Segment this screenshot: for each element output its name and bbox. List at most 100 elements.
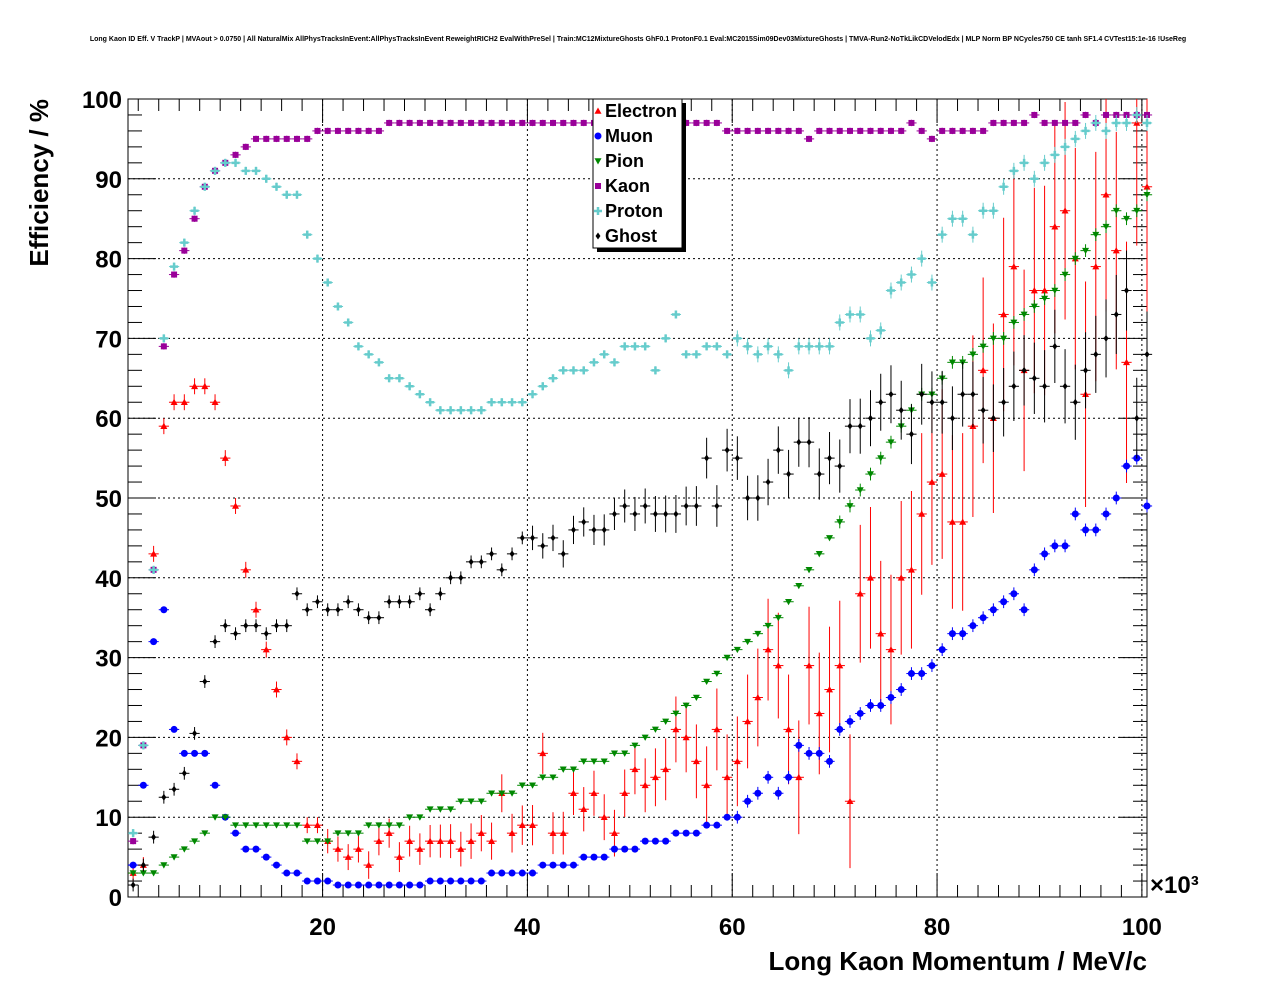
data-point [1051, 542, 1059, 550]
data-point [426, 398, 435, 407]
data-point [407, 598, 413, 606]
data-point [765, 127, 772, 134]
data-point [764, 773, 772, 781]
data-point [733, 757, 741, 765]
data-point [539, 119, 546, 126]
data-point [191, 838, 199, 845]
data-point [1122, 118, 1131, 127]
data-point [139, 781, 147, 789]
data-point [907, 270, 916, 279]
data-point [509, 550, 515, 558]
data-point [211, 166, 220, 175]
data-point [1123, 462, 1131, 470]
data-point [273, 135, 280, 142]
data-point [1134, 414, 1140, 422]
legend-marker-pion [594, 158, 602, 165]
data-point [887, 127, 894, 134]
data-point [437, 590, 443, 598]
data-point [744, 638, 752, 646]
data-point [846, 717, 854, 725]
data-point [949, 414, 955, 422]
data-point [365, 822, 373, 829]
data-point [1071, 255, 1079, 263]
data-point [764, 646, 772, 653]
data-point [887, 439, 895, 446]
data-point [1041, 550, 1049, 558]
data-point [734, 454, 740, 462]
data-point [857, 127, 864, 134]
data-point [354, 881, 362, 889]
data-point [907, 566, 915, 573]
data-point [1030, 287, 1038, 294]
data-point [600, 350, 609, 359]
data-point [518, 869, 526, 877]
data-point [856, 709, 864, 717]
data-point [764, 342, 773, 351]
data-point [805, 662, 813, 669]
data-point [283, 869, 291, 877]
data-point [867, 127, 874, 134]
data-point [549, 829, 557, 836]
y-tick-label: 60 [95, 406, 122, 433]
data-point [774, 614, 782, 622]
data-point [272, 182, 281, 191]
data-point [979, 614, 987, 622]
data-point [549, 861, 557, 869]
data-point [960, 390, 966, 398]
series-ghost [128, 250, 1153, 892]
legend-label-pion: Pion [605, 151, 644, 171]
data-point [468, 558, 474, 566]
data-point [918, 510, 926, 517]
data-point [180, 749, 188, 757]
data-point [334, 845, 342, 852]
data-point [170, 398, 178, 406]
data-point [631, 765, 639, 773]
data-point [242, 845, 250, 853]
y-tick-label: 40 [95, 566, 122, 593]
data-point [416, 814, 424, 821]
data-point [529, 119, 536, 126]
data-point [1144, 350, 1150, 358]
data-point [641, 734, 649, 741]
data-point [897, 574, 905, 581]
data-point [642, 502, 648, 510]
data-point [1061, 142, 1070, 151]
data-point [949, 127, 956, 134]
data-point [868, 414, 873, 422]
data-point [284, 622, 290, 630]
data-point [129, 861, 137, 869]
data-point [1082, 111, 1089, 118]
data-point [989, 206, 998, 215]
data-point [498, 119, 505, 126]
data-point [498, 869, 506, 877]
data-point [426, 806, 434, 813]
data-point [1124, 287, 1129, 295]
data-point [406, 837, 414, 844]
data-point [1102, 191, 1110, 198]
data-point [600, 853, 608, 861]
data-point [253, 622, 259, 630]
legend-label-muon: Muon [605, 126, 653, 146]
data-point [170, 854, 178, 861]
data-point [1000, 119, 1007, 126]
data-point [283, 822, 291, 829]
data-point [713, 725, 721, 733]
data-point [550, 534, 556, 542]
data-point [395, 853, 403, 860]
data-point [1041, 119, 1048, 126]
data-point [170, 262, 179, 271]
data-point [589, 358, 598, 367]
data-point [662, 765, 670, 773]
data-point [630, 342, 639, 351]
data-point [200, 182, 209, 191]
data-point [488, 119, 495, 126]
data-point [754, 789, 762, 797]
data-point [406, 881, 414, 889]
data-point [929, 398, 935, 406]
data-point [745, 494, 751, 502]
data-point [415, 390, 424, 399]
data-point [774, 789, 782, 797]
data-point [590, 853, 598, 861]
data-point [620, 342, 629, 351]
data-point [682, 702, 690, 709]
